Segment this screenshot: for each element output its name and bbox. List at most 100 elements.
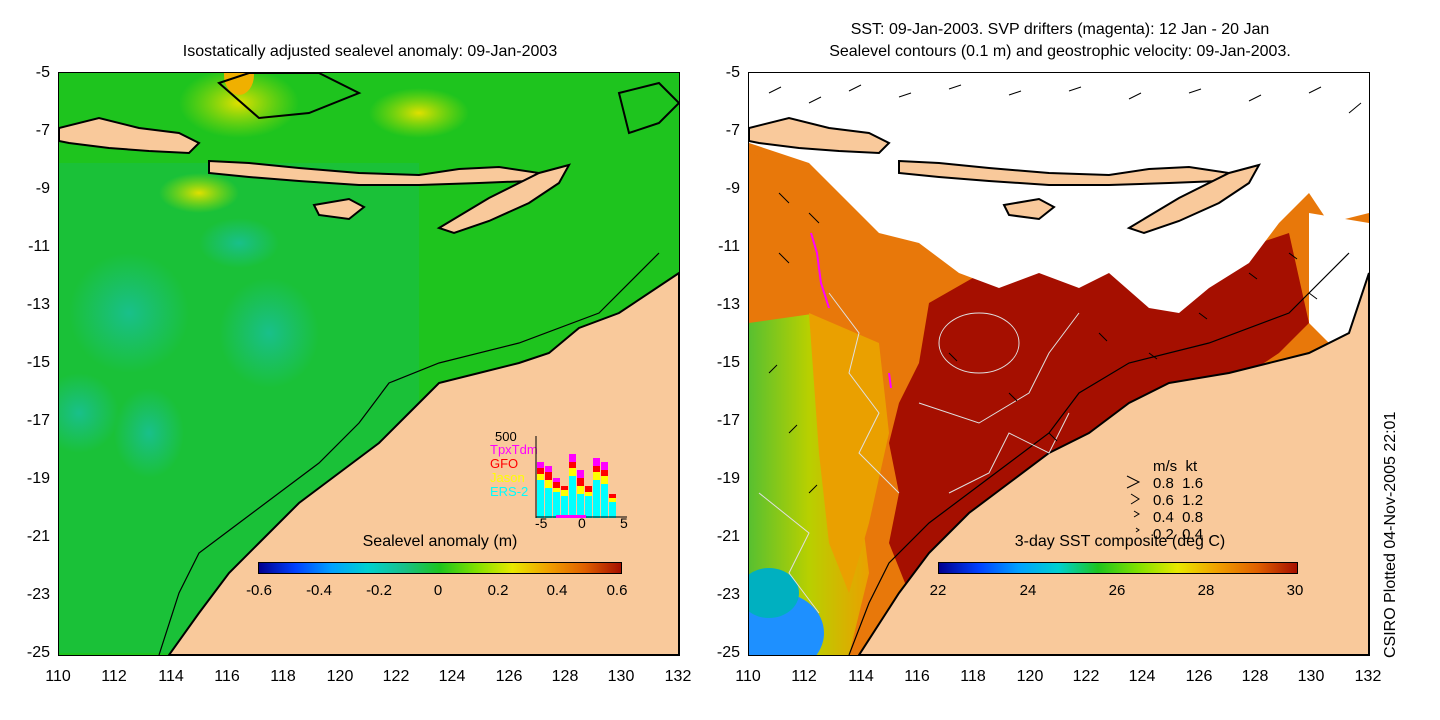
shelf-edge-contour <box>158 252 660 655</box>
sst-colorbar <box>938 562 1298 574</box>
lat-tick: -21 <box>26 528 50 545</box>
sst-cold-pocket <box>749 568 799 618</box>
colorbar-tick: 26 <box>1108 582 1126 599</box>
mission-label-tpxtdm: TpxTdm <box>490 442 538 457</box>
lon-tick: 110 <box>45 668 71 685</box>
lon-tick: 128 <box>551 668 579 685</box>
lon-tick: 110 <box>735 668 761 685</box>
lat-tick: -17 <box>26 412 50 429</box>
island-south-edge <box>617 81 679 135</box>
inset-x-tick: 5 <box>620 515 628 531</box>
colorbar-tick: 28 <box>1197 582 1215 599</box>
sst-mid-band <box>809 313 889 593</box>
lat-tick: -11 <box>28 238 50 255</box>
lat-tick: -5 <box>35 64 50 81</box>
cloud-mask <box>749 73 1369 313</box>
island-sumba <box>1002 197 1056 221</box>
colorbar-tick: -0.2 <box>366 582 392 599</box>
shelf-edge-contour <box>848 252 1350 655</box>
island-java-bali <box>749 116 891 155</box>
mission-histogram <box>535 436 627 518</box>
velocity-legend-row: 0.6 1.2 <box>1153 492 1204 509</box>
low-anomaly-blob <box>69 253 189 373</box>
lon-tick: 112 <box>101 668 127 685</box>
lon-tick: 116 <box>904 668 930 685</box>
mission-label-ers2: ERS-2 <box>490 484 529 499</box>
lon-tick: 132 <box>1354 668 1382 685</box>
colorbar-tick: 24 <box>1019 582 1037 599</box>
velocity-legend-row: 0.4 0.8 <box>1153 509 1204 526</box>
lat-tick: -23 <box>716 586 740 603</box>
island-timor <box>436 163 572 235</box>
island-sulawesi-edge <box>217 73 362 120</box>
inset-x-tick: -5 <box>535 515 548 531</box>
low-anomaly-blob <box>219 278 319 388</box>
mission-label-gfo: GFO <box>490 456 519 471</box>
lat-tick: -7 <box>35 122 50 139</box>
sealevel-contours <box>758 292 1080 614</box>
colorbar-tick: 0.4 <box>546 582 568 599</box>
plot-credit: CSIRO Plotted 04-Nov-2005 22:01 <box>1382 411 1399 658</box>
colorbar-tick: -0.4 <box>306 582 332 599</box>
lat-tick: -21 <box>716 528 740 545</box>
high-anomaly-blob <box>179 73 299 138</box>
island-sumba <box>312 197 366 221</box>
colorbar-tick: 0 <box>433 582 443 599</box>
lat-tick: -7 <box>725 122 740 139</box>
left-map-title: Isostatically adjusted sealevel anomaly:… <box>182 43 558 60</box>
colorbar-tick: 30 <box>1286 582 1304 599</box>
lon-tick: 126 <box>495 668 523 685</box>
lon-tick: 112 <box>791 668 817 685</box>
lon-tick: 128 <box>1241 668 1269 685</box>
colorbar-tick: 0.2 <box>487 582 509 599</box>
colorbar-tick: 0.6 <box>606 582 628 599</box>
lat-tick: -9 <box>35 180 50 197</box>
lat-tick: -17 <box>716 412 740 429</box>
sst-colorbar-title: 3-day SST composite (deg C) <box>1014 533 1226 550</box>
lat-tick: -23 <box>26 586 50 603</box>
high-anomaly-blob <box>159 173 239 213</box>
lat-tick: -9 <box>725 180 740 197</box>
lat-tick: -19 <box>26 470 50 487</box>
histogram-bars <box>537 454 616 518</box>
lon-tick: 130 <box>607 668 635 685</box>
lat-tick: -25 <box>716 644 740 661</box>
lat-tick: -15 <box>716 354 740 371</box>
lon-tick: 122 <box>382 668 410 685</box>
lon-tick: 120 <box>326 668 354 685</box>
lon-tick: 114 <box>848 668 874 685</box>
lat-tick: -13 <box>716 296 740 313</box>
sealevel-anomaly-map <box>58 72 680 656</box>
velocity-legend-header: m/s kt <box>1153 458 1198 475</box>
lon-tick: 114 <box>158 668 184 685</box>
lon-tick: 116 <box>214 668 240 685</box>
svp-drifter-tracks <box>810 232 892 389</box>
cloud-mask <box>1309 213 1369 343</box>
lat-tick: -15 <box>26 354 50 371</box>
lon-tick: 122 <box>1072 668 1100 685</box>
sealevel-colorbar <box>258 562 622 574</box>
low-anomaly-blob <box>199 218 279 268</box>
lat-tick: -5 <box>725 64 740 81</box>
lat-tick: -25 <box>26 644 50 661</box>
inset-max-label: 500 <box>495 429 517 444</box>
island-timor <box>1126 163 1262 235</box>
lon-tick: 124 <box>1128 668 1156 685</box>
geostrophic-velocity-arrows <box>768 84 1362 494</box>
high-anomaly-blob <box>369 88 469 138</box>
lon-tick: 118 <box>270 668 296 685</box>
island-java-bali <box>59 116 201 155</box>
sealevel-colorbar-title: Sealevel anomaly (m) <box>362 533 518 550</box>
velocity-legend-row: 0.8 1.6 <box>1153 475 1204 492</box>
mainland-coast <box>167 271 679 655</box>
lon-tick: 118 <box>960 668 986 685</box>
lon-tick: 130 <box>1297 668 1325 685</box>
right-map-title-line2: Sealevel contours (0.1 m) and geostrophi… <box>829 43 1291 60</box>
mainland-coast <box>857 272 1369 655</box>
lon-tick: 120 <box>1016 668 1044 685</box>
lon-tick: 132 <box>664 668 692 685</box>
low-anomaly-blob <box>114 388 184 478</box>
low-anomaly-blob <box>59 373 119 453</box>
velocity-legend-arrows <box>1126 475 1141 533</box>
colorbar-tick: 22 <box>929 582 947 599</box>
